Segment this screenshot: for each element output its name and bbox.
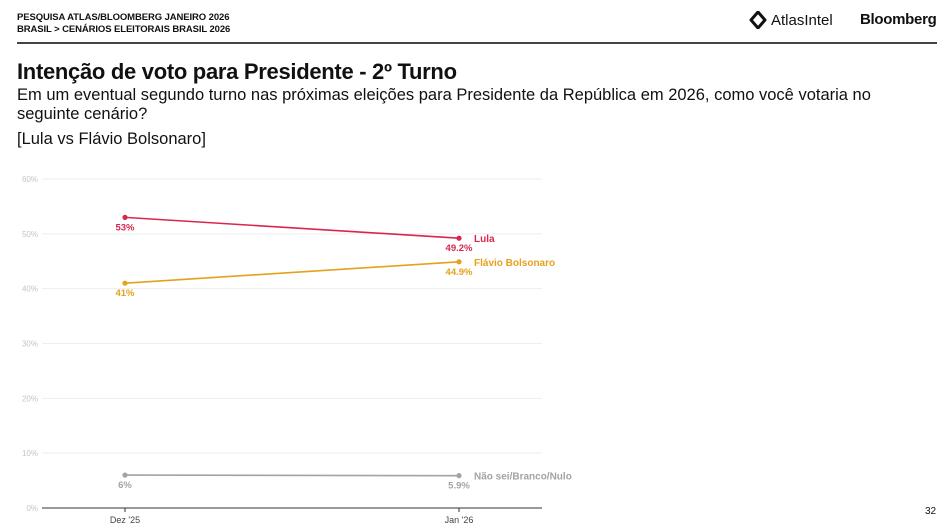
data-point-na-o-sei-branco-nulo [456, 473, 462, 479]
data-label-na-o-sei-branco-nulo: 5.9% [448, 481, 470, 492]
y-tick-label: 0% [26, 504, 38, 513]
y-tick-label: 40% [22, 285, 38, 294]
data-label-lula: 49.2% [446, 243, 473, 254]
scenario-label: [Lula vs Flávio Bolsonaro] [17, 130, 206, 148]
atlasintel-logo: AtlasIntel [749, 11, 833, 29]
question-text: Em um eventual segundo turno nas próxima… [17, 86, 871, 123]
header-line-2: BRASIL > CENÁRIOS ELEITORAIS BRASIL 2026 [17, 24, 231, 35]
data-label-na-o-sei-branco-nulo: 6% [118, 480, 132, 491]
series-name-fla-vio-bolsonaro: Flávio Bolsonaro [474, 258, 555, 269]
y-tick-label: 10% [22, 449, 38, 458]
data-label-fla-vio-bolsonaro: 41% [115, 288, 135, 299]
x-tick-label: Dez '25 [110, 515, 140, 525]
data-point-fla-vio-bolsonaro [456, 259, 462, 265]
bloomberg-logo: Bloomberg [860, 11, 937, 28]
y-tick-label: 60% [22, 175, 38, 184]
atlas-diamond-icon [749, 11, 767, 29]
data-point-fla-vio-bolsonaro [122, 280, 128, 286]
series-name-lula: Lula [474, 234, 495, 245]
data-point-lula [122, 214, 128, 220]
header-line-1: PESQUISA ATLAS/BLOOMBERG JANEIRO 2026 [17, 12, 230, 23]
series-name-na-o-sei-branco-nulo: Não sei/Branco/Nulo [474, 472, 572, 483]
x-tick-label: Jan '26 [445, 515, 474, 525]
data-point-na-o-sei-branco-nulo [122, 472, 128, 478]
data-label-lula: 53% [115, 222, 135, 233]
y-tick-label: 20% [22, 394, 38, 403]
atlas-logo-text: AtlasIntel [771, 11, 833, 29]
series-line-na-o-sei-branco-nulo [124, 474, 460, 477]
y-tick-label: 50% [22, 230, 38, 239]
series-line-lula [124, 216, 460, 240]
series-line-fla-vio-bolsonaro [124, 260, 460, 284]
y-tick-label: 30% [22, 340, 38, 349]
page-title: Intenção de voto para Presidente - 2º Tu… [17, 59, 457, 84]
page-number: 32 [925, 506, 937, 517]
header-divider [17, 42, 937, 44]
data-label-fla-vio-bolsonaro: 44.9% [446, 267, 473, 278]
data-point-lula [456, 235, 462, 241]
report-header: PESQUISA ATLAS/BLOOMBERG JANEIRO 2026 BR… [17, 12, 230, 36]
